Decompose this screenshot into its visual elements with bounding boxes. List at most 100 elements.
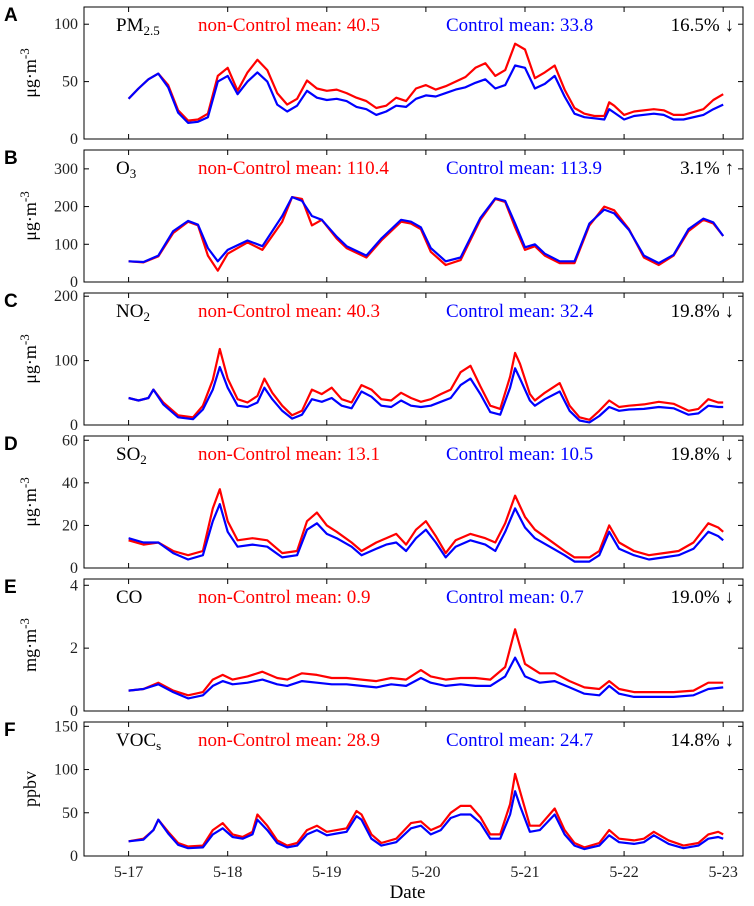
y-tick-label: 0 bbox=[70, 274, 78, 291]
y-tick-label: 4 bbox=[70, 577, 78, 594]
percent-change-label: 3.1% ↑ bbox=[680, 158, 734, 179]
species-label: O3 bbox=[116, 158, 136, 181]
non-control-mean-label: non-Control mean: 110.4 bbox=[198, 158, 389, 179]
axes-frame bbox=[83, 578, 744, 712]
y-tick-label: 0 bbox=[70, 703, 78, 720]
non-control-mean-label: non-Control mean: 13.1 bbox=[198, 444, 380, 465]
series-line-control bbox=[128, 365, 724, 424]
percent-change-value: 19.8% bbox=[671, 444, 725, 465]
percent-change-label: 19.8% ↓ bbox=[671, 301, 734, 322]
non-control-mean-label: non-Control mean: 40.5 bbox=[198, 15, 380, 36]
species-subscript: s bbox=[156, 738, 161, 753]
percent-change-value: 19.8% bbox=[671, 301, 725, 322]
x-tick-label: 5-19 bbox=[312, 864, 341, 881]
y-axis-label: mg·m-3 bbox=[17, 618, 40, 672]
y-axis-label-text: μg·m bbox=[20, 59, 40, 98]
species-subscript: 2 bbox=[140, 452, 147, 467]
percent-change-label: 16.5% ↓ bbox=[671, 15, 734, 36]
y-axis-label: μg·m-3 bbox=[17, 191, 40, 241]
y-tick-label: 300 bbox=[54, 161, 78, 178]
percent-change-value: 16.5% bbox=[671, 15, 725, 36]
series-line-non-control bbox=[128, 488, 724, 559]
axes-frame bbox=[83, 149, 744, 283]
y-tick-label: 2 bbox=[70, 640, 78, 657]
species-name: VOC bbox=[116, 730, 156, 751]
panel-label: E bbox=[4, 577, 17, 598]
y-axis-label: μg·m-3 bbox=[17, 48, 40, 98]
control-mean-label: Control mean: 0.7 bbox=[446, 587, 584, 608]
y-tick-label: 60 bbox=[62, 432, 78, 449]
percent-change-label: 19.8% ↓ bbox=[671, 444, 734, 465]
y-axis-label-superscript: -3 bbox=[17, 48, 32, 59]
series-line-non-control bbox=[128, 628, 724, 697]
panel-label: D bbox=[4, 434, 18, 455]
change-arrow-icon: ↓ bbox=[725, 587, 735, 608]
y-axis-label-text: μg·m bbox=[20, 202, 40, 241]
y-axis-label-text: μg·m bbox=[20, 345, 40, 384]
y-axis-label: μg·m-3 bbox=[17, 477, 40, 527]
series-line-control bbox=[128, 196, 725, 265]
y-axis-label: ppbv bbox=[20, 771, 40, 807]
control-mean-label: Control mean: 32.4 bbox=[446, 301, 594, 322]
control-mean-label: Control mean: 10.5 bbox=[446, 444, 593, 465]
y-axis-label-superscript: -3 bbox=[17, 334, 32, 345]
panel-a: 0 50 100 Aμg·m-3 PM2.5 non-Control mean: 40.5… bbox=[4, 5, 744, 148]
x-tick-label: 5-17 bbox=[114, 864, 143, 881]
series-line-non-control bbox=[128, 196, 725, 272]
y-tick-label: 100 bbox=[54, 16, 78, 33]
species-label: SO2 bbox=[116, 444, 147, 467]
y-tick-label: 50 bbox=[62, 805, 78, 822]
x-tick-label: 5-22 bbox=[609, 864, 638, 881]
y-tick-label: 20 bbox=[62, 517, 78, 534]
y-tick-label: 200 bbox=[54, 199, 78, 216]
series-line-non-control bbox=[128, 347, 724, 421]
y-tick-label: 50 bbox=[62, 74, 78, 91]
species-name: O bbox=[116, 158, 130, 179]
change-arrow-icon: ↓ bbox=[725, 730, 735, 751]
series-line-non-control bbox=[128, 772, 724, 849]
control-mean-label: Control mean: 33.8 bbox=[446, 15, 593, 36]
panel-c: 0 100 200 Cμg·m-3 NO2 non-Control mean: 40.3 C… bbox=[4, 288, 744, 434]
x-tick-label: 5-21 bbox=[510, 864, 539, 881]
percent-change-label: 14.8% ↓ bbox=[671, 730, 734, 751]
change-arrow-icon: ↓ bbox=[725, 301, 735, 322]
percent-change-value: 14.8% bbox=[671, 730, 725, 751]
y-tick-label: 0 bbox=[70, 417, 78, 434]
series-line-control bbox=[128, 790, 724, 851]
y-tick-label: 0 bbox=[70, 848, 78, 865]
y-tick-label: 100 bbox=[54, 236, 78, 253]
species-label: NO2 bbox=[116, 301, 150, 324]
species-name: PM bbox=[116, 15, 144, 36]
y-tick-label: 200 bbox=[54, 288, 78, 305]
non-control-mean-label: non-Control mean: 0.9 bbox=[198, 587, 371, 608]
y-axis-label-superscript: -3 bbox=[17, 477, 32, 488]
panel-label: B bbox=[4, 148, 18, 169]
change-arrow-icon: ↓ bbox=[725, 444, 735, 465]
panel-label: A bbox=[4, 5, 18, 26]
percent-change-value: 3.1% bbox=[680, 158, 724, 179]
y-tick-label: 40 bbox=[62, 475, 78, 492]
axes-frame bbox=[83, 721, 744, 857]
y-axis-label-text: ppbv bbox=[20, 771, 40, 807]
species-name: NO bbox=[116, 301, 143, 322]
y-tick-label: 0 bbox=[70, 131, 78, 148]
axes-frame bbox=[83, 292, 744, 426]
non-control-mean-label: non-Control mean: 28.9 bbox=[198, 730, 380, 751]
species-subscript: 2 bbox=[143, 309, 150, 324]
percent-change-value: 19.0% bbox=[671, 587, 725, 608]
species-label: PM2.5 bbox=[116, 15, 160, 38]
y-axis-label-superscript: -3 bbox=[17, 618, 32, 629]
y-axis-label-superscript: -3 bbox=[17, 191, 32, 202]
species-name: CO bbox=[116, 587, 142, 608]
change-arrow-icon: ↓ bbox=[725, 15, 735, 36]
percent-change-label: 19.0% ↓ bbox=[671, 587, 734, 608]
axes-frame bbox=[83, 435, 744, 569]
y-axis-label-text: μg·m bbox=[20, 488, 40, 527]
y-tick-label: 100 bbox=[54, 353, 78, 370]
y-tick-label: 100 bbox=[54, 762, 78, 779]
species-name: SO bbox=[116, 444, 140, 465]
y-tick-label: 0 bbox=[70, 560, 78, 577]
series-line-non-control bbox=[127, 42, 724, 122]
series-line-control bbox=[128, 503, 724, 563]
